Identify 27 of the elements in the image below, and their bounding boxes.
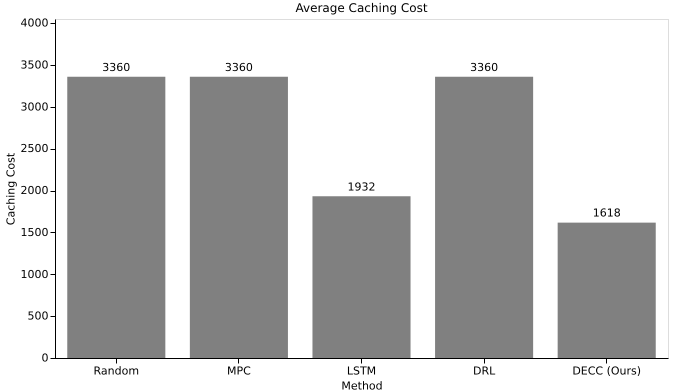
x-tick-label: DECC (Ours) <box>572 364 642 378</box>
y-tick-label: 500 <box>28 310 48 323</box>
data-label: 1618 <box>592 206 621 220</box>
y-tick-label: 2500 <box>20 142 48 156</box>
bar <box>67 76 166 358</box>
x-tick-label: Random <box>94 364 140 378</box>
bar <box>190 76 288 358</box>
bar <box>435 76 534 358</box>
x-tick-label: MPC <box>226 364 252 378</box>
x-tick-label: LSTM <box>346 364 376 378</box>
y-tick-label: 1500 <box>20 226 48 239</box>
data-label: 3360 <box>224 60 253 74</box>
y-tick-label: 4000 <box>20 16 48 30</box>
data-label: 3360 <box>470 60 498 74</box>
data-label: 3360 <box>102 60 130 74</box>
y-tick-label: 3500 <box>20 58 48 72</box>
y-axis-title: Caching Cost <box>4 152 18 226</box>
x-tick-label: DRL <box>472 364 496 378</box>
y-tick-label: 1000 <box>20 268 48 281</box>
bar <box>312 196 411 358</box>
chart-title: Average Caching Cost <box>295 1 428 16</box>
y-tick-label: 2000 <box>20 184 48 198</box>
y-tick-label: 0 <box>42 352 48 364</box>
x-axis-title: Method <box>341 380 383 392</box>
data-label: 1932 <box>348 180 376 194</box>
y-tick-label: 3000 <box>20 100 48 114</box>
bar <box>558 222 656 358</box>
